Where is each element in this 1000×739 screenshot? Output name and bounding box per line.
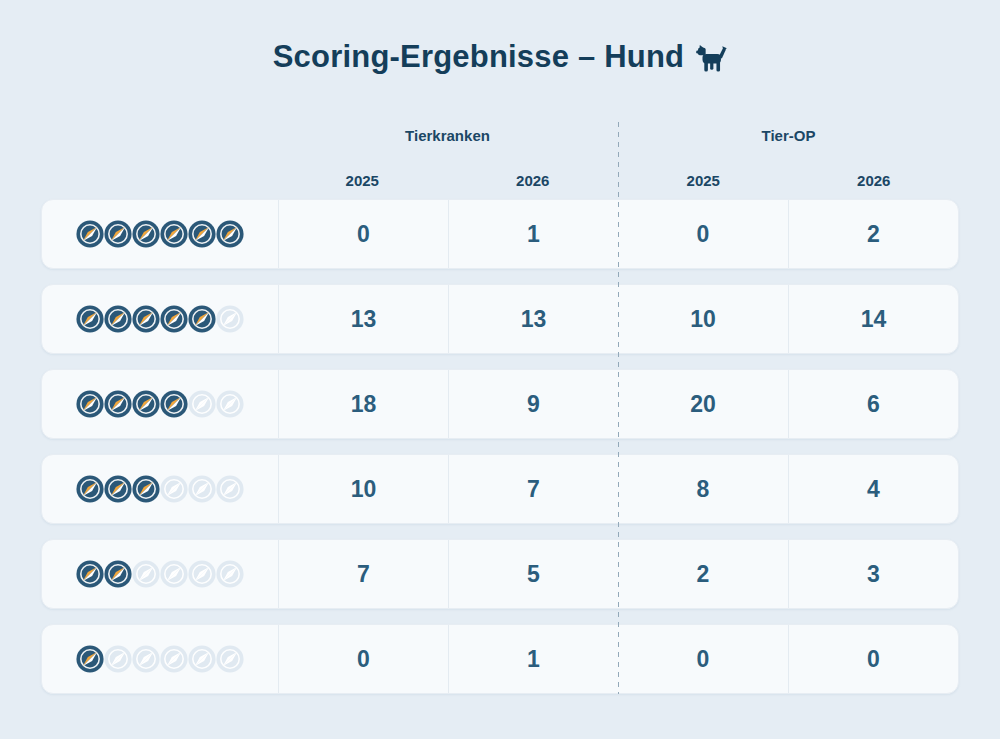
value-cell-tierkranken-2025: 10 (278, 455, 448, 523)
value-cell-tier-op-2025: 2 (618, 540, 788, 608)
compass-icon (104, 390, 132, 418)
compass-icon-ghost (188, 560, 216, 588)
table-row: 0 1 0 2 (41, 199, 959, 269)
compass-icon-ghost (160, 645, 188, 673)
score-rating-5 (42, 285, 278, 353)
table-row: 18 9 20 6 (41, 369, 959, 439)
compass-icon (76, 390, 104, 418)
table-row: 13 13 10 14 (41, 284, 959, 354)
year-header-tier-op-2026: 2026 (789, 172, 960, 189)
value-cell-tierkranken-2026: 5 (448, 540, 618, 608)
year-header-row: 2025 2026 2025 2026 (41, 167, 959, 193)
table-row: 0 1 0 0 (41, 624, 959, 694)
compass-icon (160, 390, 188, 418)
score-rating-6 (42, 200, 278, 268)
value-cell-tierkranken-2026: 1 (448, 200, 618, 268)
value-cell-tierkranken-2025: 18 (278, 370, 448, 438)
compass-icon-ghost (216, 390, 244, 418)
value-cell-tierkranken-2026: 9 (448, 370, 618, 438)
compass-icon-ghost (160, 475, 188, 503)
compass-icon-ghost (216, 475, 244, 503)
year-header-tierkranken-2025: 2025 (277, 172, 448, 189)
compass-icon-ghost (216, 645, 244, 673)
compass-icon-ghost (188, 390, 216, 418)
compass-icon (160, 220, 188, 248)
table-row: 10 7 8 4 (41, 454, 959, 524)
compass-icon (76, 220, 104, 248)
score-rating-4 (42, 370, 278, 438)
scoring-results-page: Scoring-Ergebnisse – Hund Tierkranken Ti… (0, 0, 1000, 739)
value-cell-tier-op-2026: 14 (788, 285, 958, 353)
value-cell-tier-op-2026: 4 (788, 455, 958, 523)
value-cell-tier-op-2025: 0 (618, 625, 788, 693)
year-header-tier-op-2025: 2025 (618, 172, 789, 189)
compass-icon (76, 305, 104, 333)
compass-icon-ghost (216, 560, 244, 588)
compass-icon (132, 220, 160, 248)
compass-icon (188, 220, 216, 248)
compass-icon (132, 390, 160, 418)
compass-icon (104, 475, 132, 503)
value-cell-tierkranken-2025: 7 (278, 540, 448, 608)
value-cell-tierkranken-2025: 13 (278, 285, 448, 353)
compass-icon (104, 305, 132, 333)
compass-icon-ghost (188, 475, 216, 503)
compass-icon (104, 560, 132, 588)
value-cell-tier-op-2025: 20 (618, 370, 788, 438)
compass-icon (76, 475, 104, 503)
dog-icon (696, 45, 727, 72)
value-cell-tierkranken-2025: 0 (278, 625, 448, 693)
table-body: 0 1 0 2 13 13 10 14 18 9 20 6 10 7 8 4 7… (41, 199, 959, 694)
value-cell-tierkranken-2026: 7 (448, 455, 618, 523)
year-header-tierkranken-2026: 2026 (448, 172, 619, 189)
compass-icon-ghost (216, 305, 244, 333)
value-cell-tier-op-2026: 3 (788, 540, 958, 608)
compass-icon (76, 645, 104, 673)
scoring-table: Tierkranken Tier-OP 2025 2026 2025 2026 … (41, 122, 959, 694)
value-cell-tier-op-2025: 0 (618, 200, 788, 268)
compass-icon-ghost (188, 645, 216, 673)
value-cell-tier-op-2026: 0 (788, 625, 958, 693)
compass-icon-ghost (104, 645, 132, 673)
value-cell-tier-op-2025: 10 (618, 285, 788, 353)
value-cell-tier-op-2025: 8 (618, 455, 788, 523)
value-cell-tierkranken-2025: 0 (278, 200, 448, 268)
compass-icon-ghost (132, 560, 160, 588)
compass-icon (160, 305, 188, 333)
value-cell-tierkranken-2026: 13 (448, 285, 618, 353)
score-rating-2 (42, 540, 278, 608)
score-rating-3 (42, 455, 278, 523)
table-row: 7 5 2 3 (41, 539, 959, 609)
compass-icon (76, 560, 104, 588)
page-title: Scoring-Ergebnisse – Hund (273, 33, 685, 80)
compass-icon (104, 220, 132, 248)
compass-icon (132, 475, 160, 503)
value-cell-tierkranken-2026: 1 (448, 625, 618, 693)
score-rating-1 (42, 625, 278, 693)
column-group-header-row: Tierkranken Tier-OP (41, 122, 959, 148)
column-group-tier-op: Tier-OP (618, 127, 959, 144)
compass-icon (188, 305, 216, 333)
value-cell-tier-op-2026: 2 (788, 200, 958, 268)
value-cell-tier-op-2026: 6 (788, 370, 958, 438)
compass-icon (216, 220, 244, 248)
compass-icon-ghost (132, 645, 160, 673)
page-header: Scoring-Ergebnisse – Hund (0, 0, 1000, 80)
compass-icon-ghost (160, 560, 188, 588)
compass-icon (132, 305, 160, 333)
column-group-tierkranken: Tierkranken (277, 127, 618, 144)
